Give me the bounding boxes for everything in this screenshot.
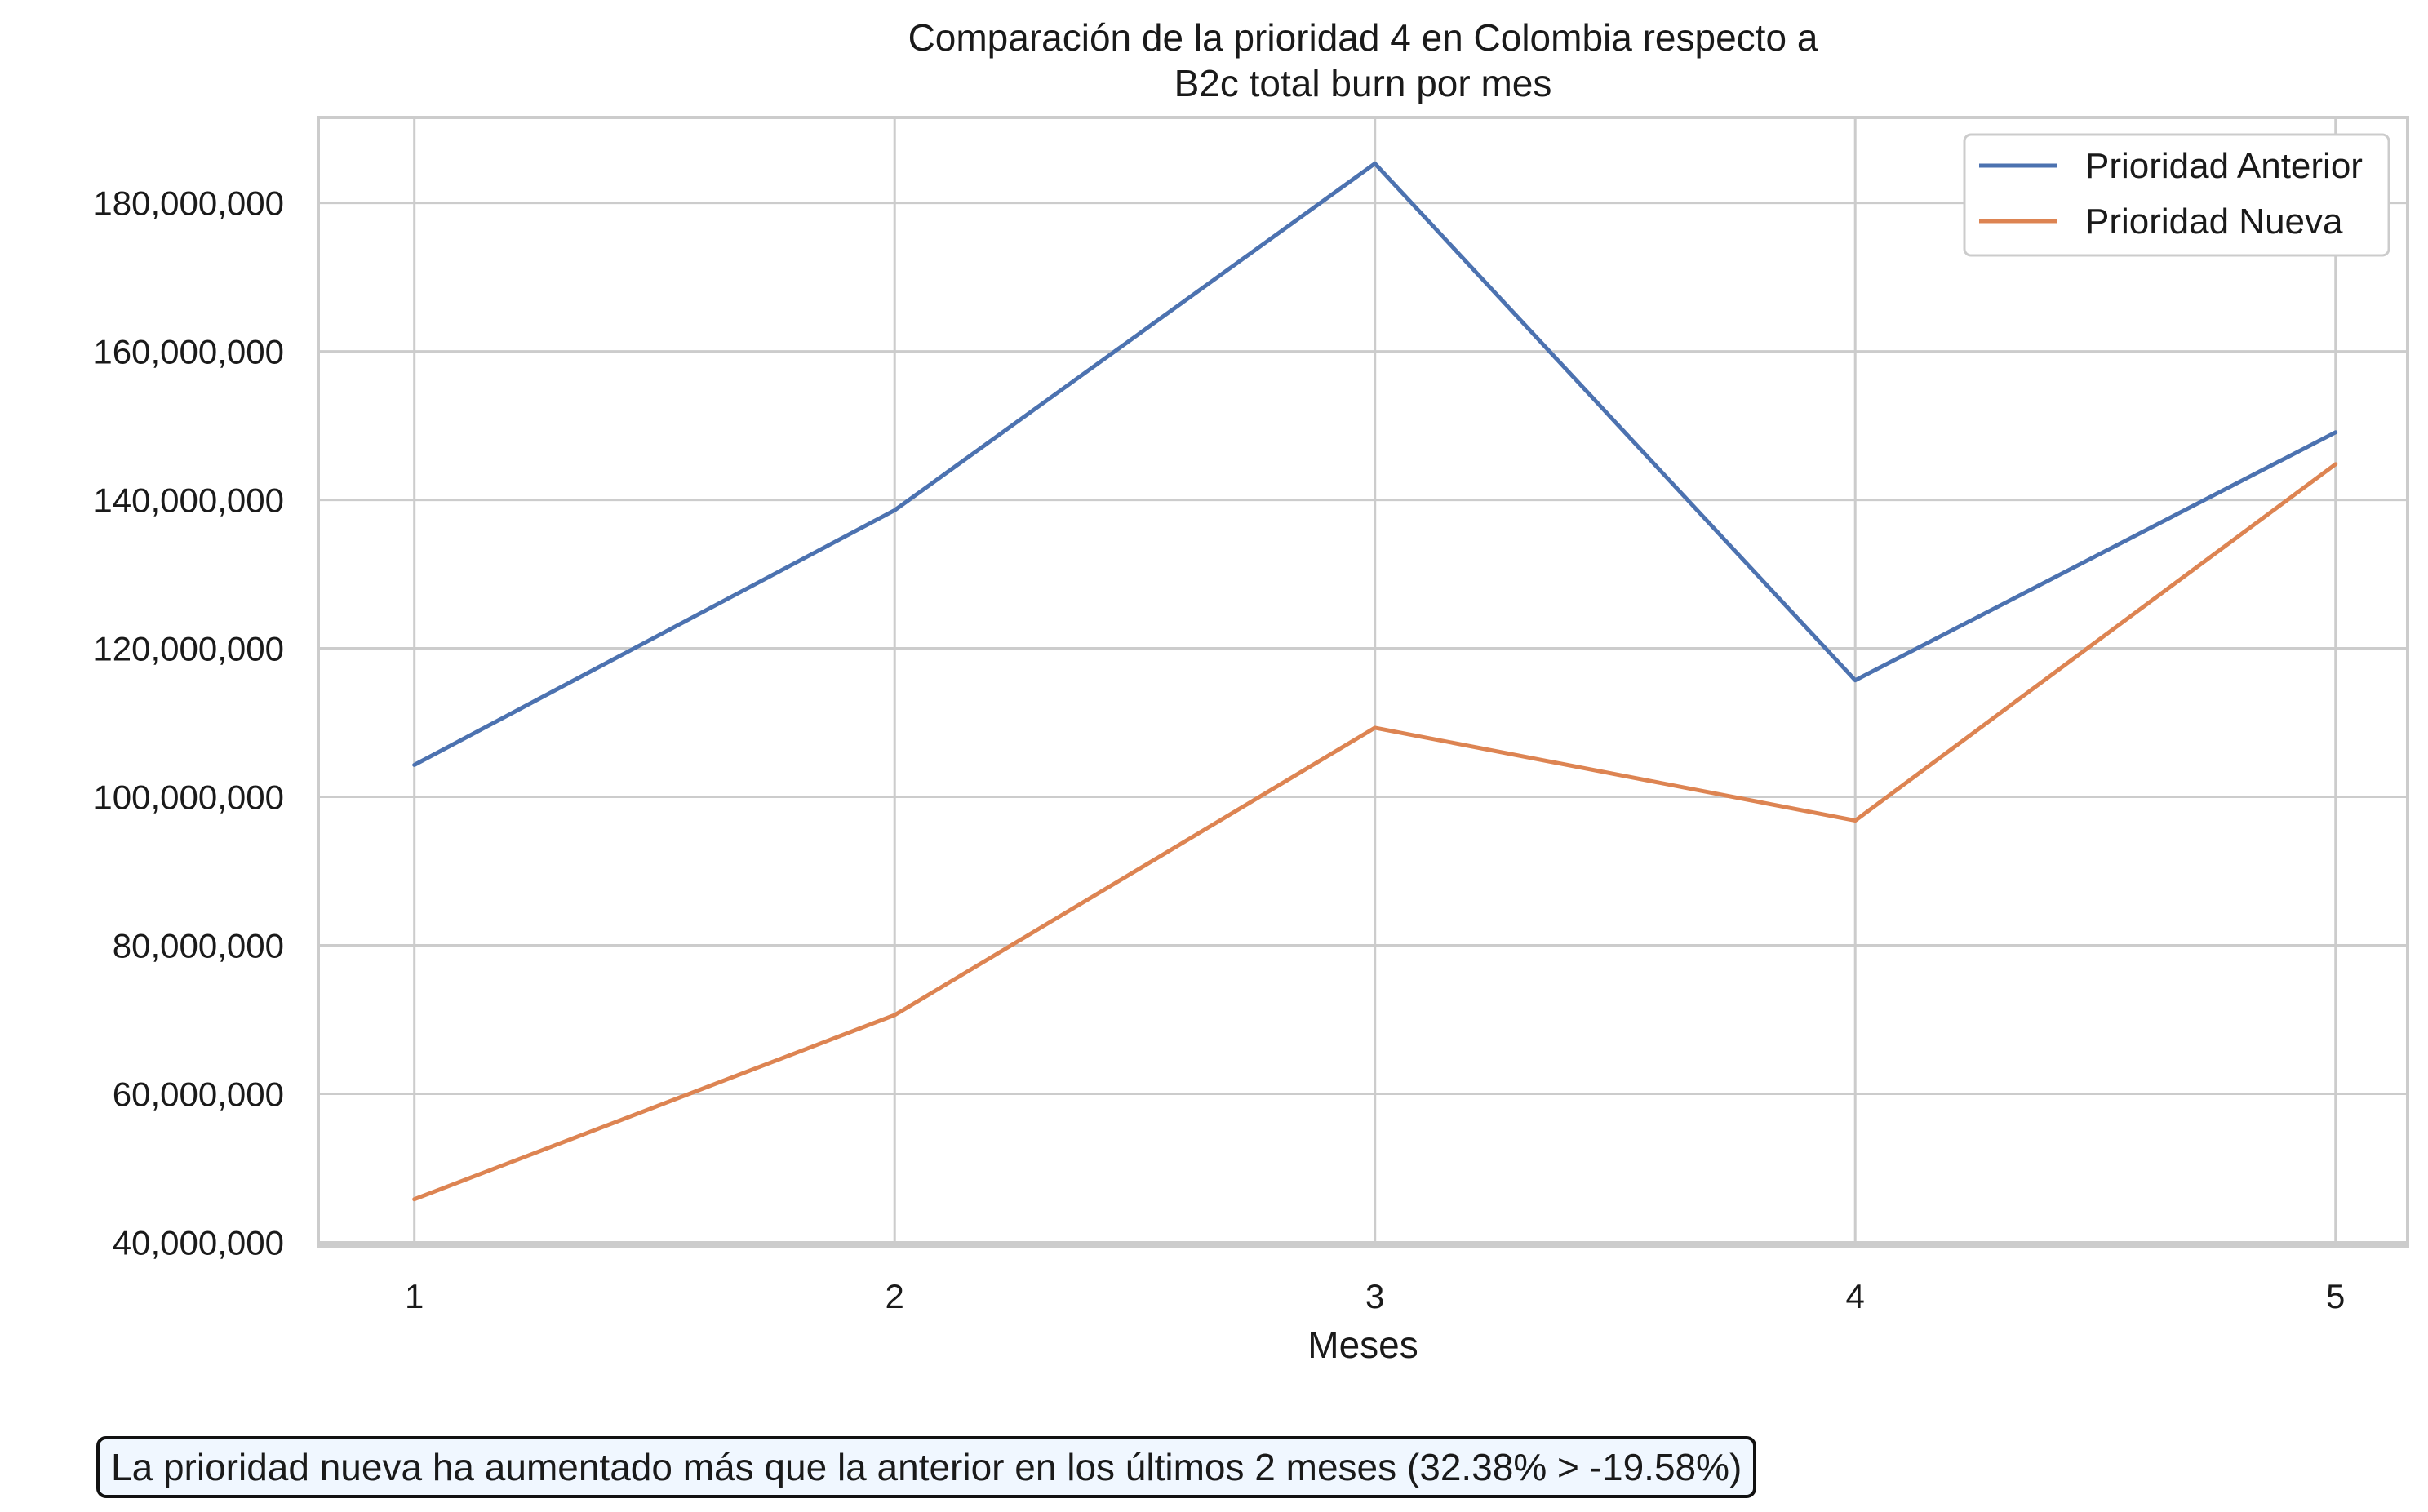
y-tick-label: 40,000,000	[113, 1223, 284, 1261]
legend-label-prioridad-anterior: Prioridad Anterior	[2085, 146, 2363, 186]
y-tick-label: 120,000,000	[93, 630, 284, 668]
x-tick-label: 1	[405, 1277, 424, 1315]
x-tick-label: 4	[1846, 1277, 1865, 1315]
x-tick-label: 5	[2326, 1277, 2345, 1315]
insight-annotation: La prioridad nueva ha aumentado más que …	[96, 1436, 1756, 1498]
chart-title-line-2: B2c total burn por mes	[1174, 62, 1552, 104]
y-tick-label: 160,000,000	[93, 333, 284, 371]
chart-title-line-1: Comparación de la prioridad 4 en Colombi…	[908, 16, 1818, 59]
plot-frame	[318, 118, 2408, 1246]
y-tick-label: 60,000,000	[113, 1075, 284, 1113]
grid	[318, 118, 2408, 1246]
y-tick-label: 80,000,000	[113, 927, 284, 965]
y-axis-ticks: 40,000,000 60,000,000 80,000,000 100,000,00…	[93, 184, 284, 1262]
legend: Prioridad Anterior Prioridad Nueva	[1964, 135, 2389, 255]
y-tick-label: 180,000,000	[93, 184, 284, 223]
x-tick-label: 3	[1365, 1277, 1384, 1315]
y-tick-label: 100,000,000	[93, 778, 284, 817]
x-axis-ticks: 1 2 3 4 5	[405, 1277, 2345, 1315]
x-tick-label: 2	[886, 1277, 904, 1315]
legend-label-prioridad-nueva: Prioridad Nueva	[2085, 202, 2343, 242]
y-tick-label: 140,000,000	[93, 481, 284, 520]
x-axis-label: Meses	[1307, 1324, 1418, 1366]
